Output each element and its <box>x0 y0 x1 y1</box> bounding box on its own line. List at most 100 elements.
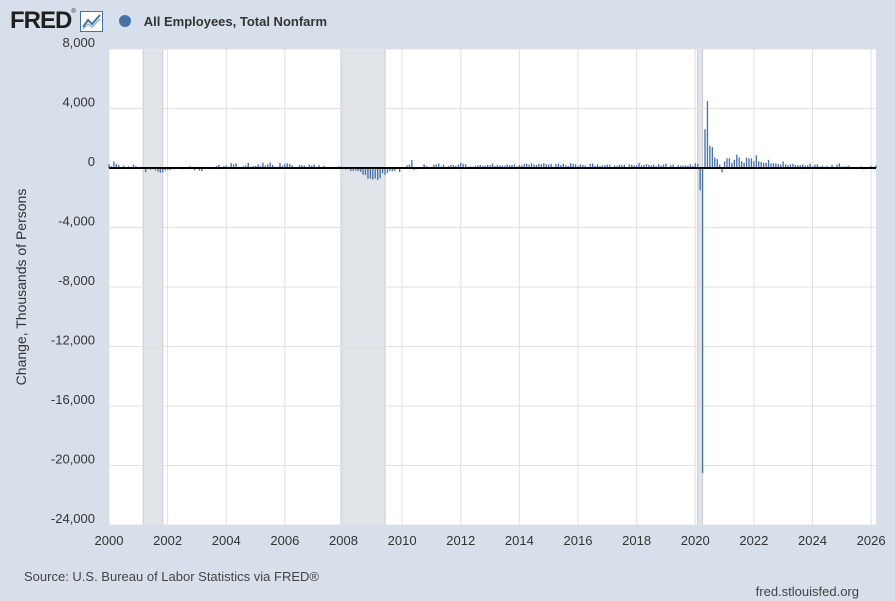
data-bar <box>704 129 706 168</box>
data-bar <box>450 164 452 168</box>
data-bar <box>623 164 626 168</box>
data-bar <box>677 165 679 168</box>
data-bar <box>709 145 711 168</box>
data-bar <box>122 165 125 168</box>
data-bar <box>670 165 672 168</box>
x-tick-label: 2022 <box>739 533 768 548</box>
data-bar <box>218 164 220 168</box>
data-bar <box>755 155 757 168</box>
data-bar <box>609 164 611 168</box>
data-bar <box>789 164 792 168</box>
data-bar <box>601 165 604 168</box>
data-bar <box>301 165 303 168</box>
data-bar <box>733 159 735 168</box>
data-bar <box>792 163 794 168</box>
y-tick-label: -12,000 <box>51 333 95 348</box>
data-bar <box>464 164 467 168</box>
data-bar <box>284 163 286 168</box>
data-bar <box>548 164 550 168</box>
data-bar <box>157 168 159 172</box>
data-bar <box>814 164 816 168</box>
data-bar <box>875 165 877 168</box>
data-bar <box>557 163 560 168</box>
data-bar <box>731 162 733 168</box>
x-tick-label: 2000 <box>95 533 124 548</box>
data-bar <box>479 165 481 168</box>
data-bar <box>474 165 477 168</box>
data-bar <box>816 164 819 168</box>
data-bar <box>848 165 850 168</box>
fred-url[interactable]: fred.stlouisfed.org <box>755 584 859 599</box>
data-bar <box>482 165 484 168</box>
data-bar <box>291 165 293 168</box>
data-bar <box>489 165 491 168</box>
data-bar <box>718 164 721 168</box>
data-bar <box>577 165 579 168</box>
data-bar <box>169 168 171 171</box>
data-bar <box>408 164 411 168</box>
data-bar <box>596 164 599 168</box>
data-bar <box>726 158 728 168</box>
data-bar <box>144 168 147 173</box>
data-bar <box>269 162 271 168</box>
data-bar <box>545 164 547 168</box>
data-bar <box>399 168 401 173</box>
data-bar <box>362 168 364 175</box>
x-tick-label: 2010 <box>388 533 417 548</box>
data-bar <box>631 164 633 168</box>
line-chart-icon <box>79 10 103 32</box>
data-bar <box>526 163 528 168</box>
data-bar <box>289 163 291 168</box>
data-bar <box>254 165 257 168</box>
data-bar <box>257 164 259 168</box>
data-bar <box>831 164 833 168</box>
data-bar <box>662 164 665 168</box>
data-bar <box>694 163 696 168</box>
data-bar <box>259 165 262 168</box>
data-bar <box>565 165 567 168</box>
data-bar <box>692 165 694 168</box>
data-bar <box>513 164 516 168</box>
data-bar <box>359 168 362 173</box>
data-bar <box>438 163 440 168</box>
data-bar <box>154 168 157 171</box>
data-bar <box>579 164 582 168</box>
data-bar <box>628 164 630 168</box>
data-bar <box>770 163 772 168</box>
data-bar <box>504 165 506 168</box>
data-bar <box>164 168 166 171</box>
data-bar <box>521 165 523 168</box>
data-bar <box>384 168 386 175</box>
data-bar <box>435 164 437 168</box>
data-bar <box>108 164 110 168</box>
data-bar <box>271 165 274 168</box>
data-bar <box>750 158 753 168</box>
data-bar <box>496 164 499 168</box>
data-bar <box>235 163 237 168</box>
data-bar <box>303 165 306 168</box>
data-bar <box>462 163 464 168</box>
x-tick-label: 2020 <box>681 533 710 548</box>
y-tick-label: -20,000 <box>51 452 95 467</box>
fred-logo[interactable]: FRED® <box>10 7 76 34</box>
data-bar <box>745 157 748 168</box>
data-bar <box>723 161 726 168</box>
x-tick-label: 2006 <box>270 533 299 548</box>
data-bar <box>809 163 811 168</box>
data-bar <box>457 164 459 168</box>
data-bar <box>650 165 652 168</box>
data-bar <box>377 168 379 180</box>
data-bar <box>753 161 755 168</box>
data-bar <box>772 163 775 168</box>
data-bar <box>838 163 841 168</box>
data-bar <box>621 165 623 168</box>
x-tick-label: 2024 <box>798 533 827 548</box>
data-bar <box>135 165 137 168</box>
x-tick-label: 2008 <box>329 533 358 548</box>
data-bar <box>262 162 264 168</box>
data-bar <box>118 164 120 168</box>
data-bar <box>638 163 640 168</box>
data-bar <box>386 168 389 173</box>
data-bar <box>193 168 196 171</box>
data-bar <box>584 165 586 168</box>
